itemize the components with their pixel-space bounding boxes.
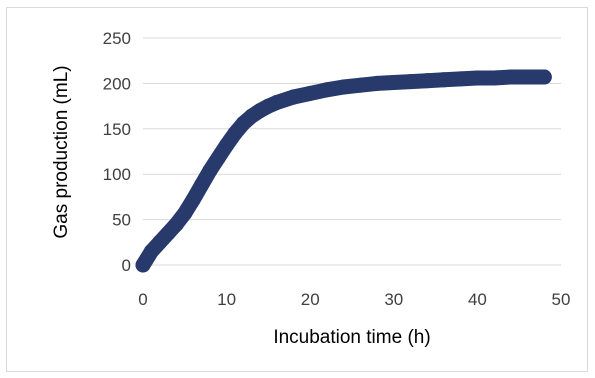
- data-point: [227, 125, 243, 141]
- x-tick-label: 40: [468, 290, 487, 309]
- tick-labels: 0 50 100 150 200 250 0 10 20 30 40 50: [103, 29, 571, 309]
- x-axis-title: Incubation time (h): [273, 327, 430, 348]
- data-point: [319, 82, 335, 98]
- data-point: [168, 216, 184, 232]
- y-tick-label: 150: [103, 120, 131, 139]
- data-point: [419, 73, 435, 89]
- data-point: [285, 89, 301, 105]
- x-tick-label: 50: [552, 290, 571, 309]
- chart-area: [6, 7, 588, 372]
- y-tick-label: 200: [103, 74, 131, 93]
- data-point: [386, 74, 402, 90]
- data-point: [352, 77, 368, 93]
- y-tick-label: 100: [103, 165, 131, 184]
- x-tick-label: 20: [301, 290, 320, 309]
- data-point: [185, 192, 201, 208]
- series-layer: [135, 69, 552, 273]
- y-tick-label: 0: [122, 256, 131, 275]
- x-tick-label: 10: [217, 290, 236, 309]
- data-point: [520, 69, 536, 85]
- y-axis-title: Gas production (mL): [51, 65, 72, 238]
- data-point: [536, 69, 552, 85]
- data-point: [269, 94, 285, 110]
- data-point: [486, 70, 502, 86]
- x-tick-label: 0: [138, 290, 147, 309]
- data-point: [135, 257, 151, 273]
- data-point: [403, 74, 419, 90]
- data-point: [202, 163, 218, 179]
- data-point: [302, 85, 318, 101]
- data-point: [336, 79, 352, 95]
- data-point: [219, 137, 235, 153]
- x-tick-label: 30: [384, 290, 403, 309]
- y-tick-label: 50: [112, 211, 131, 230]
- y-tick-label: 250: [103, 29, 131, 48]
- data-point: [503, 69, 519, 85]
- data-point: [177, 205, 193, 221]
- data-point: [453, 71, 469, 87]
- data-point: [436, 72, 452, 88]
- data-point: [210, 150, 226, 166]
- data-point: [194, 177, 210, 193]
- data-point: [369, 75, 385, 91]
- data-point: [469, 70, 485, 86]
